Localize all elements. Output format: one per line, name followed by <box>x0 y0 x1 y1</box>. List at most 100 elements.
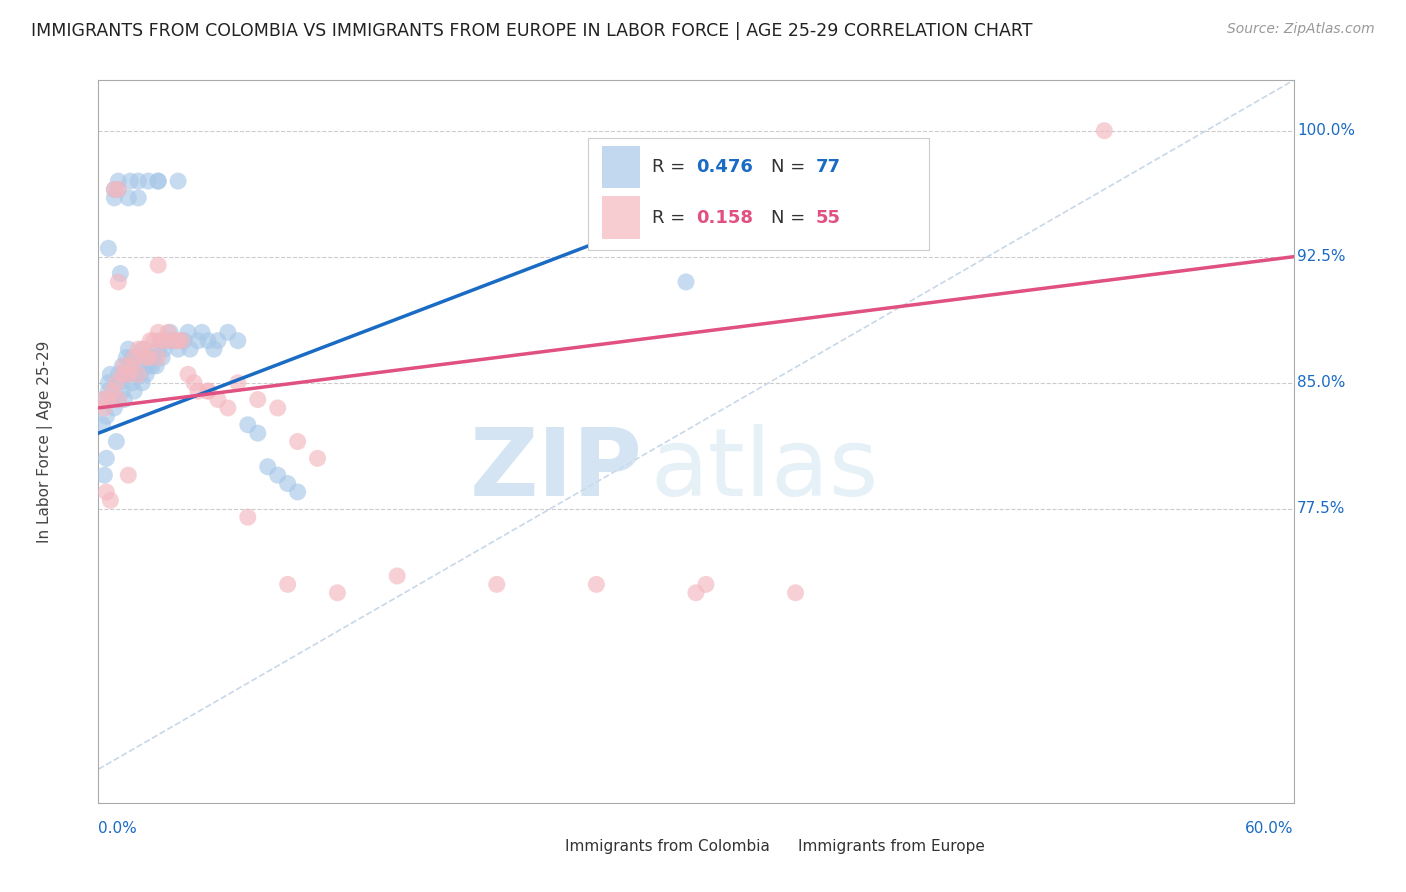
Point <box>148 174 170 188</box>
Point <box>107 392 129 407</box>
Text: R =: R = <box>652 209 690 227</box>
Point <box>149 334 172 348</box>
FancyBboxPatch shape <box>589 138 929 250</box>
Point <box>585 577 607 591</box>
Text: 0.476: 0.476 <box>696 158 752 176</box>
Text: atlas: atlas <box>651 425 879 516</box>
Point <box>96 485 118 500</box>
Point <box>256 459 278 474</box>
Point <box>191 326 214 340</box>
Point <box>91 417 114 432</box>
Text: 77.5%: 77.5% <box>1298 501 1346 516</box>
Point <box>277 476 299 491</box>
Point <box>167 174 190 188</box>
Point <box>107 182 129 196</box>
Point <box>226 376 249 390</box>
Point <box>167 334 190 348</box>
Point <box>124 384 146 398</box>
Point <box>163 334 186 348</box>
Point <box>172 334 194 348</box>
Point <box>135 351 157 365</box>
FancyBboxPatch shape <box>602 196 640 239</box>
Point <box>127 368 149 382</box>
Point <box>150 351 173 365</box>
Point <box>93 468 115 483</box>
Point <box>136 174 159 188</box>
Point <box>236 417 259 432</box>
Point <box>124 351 146 365</box>
Point <box>96 451 118 466</box>
Point <box>101 392 124 407</box>
Point <box>246 426 269 441</box>
Point <box>173 334 195 348</box>
Point <box>1092 124 1115 138</box>
Point <box>111 384 134 398</box>
Point <box>136 359 159 373</box>
Text: 55: 55 <box>815 209 841 227</box>
Point <box>117 191 139 205</box>
Text: 60.0%: 60.0% <box>1246 821 1294 836</box>
Text: R =: R = <box>652 158 690 176</box>
Point <box>148 174 170 188</box>
Point <box>93 392 115 407</box>
Point <box>107 368 129 382</box>
Point <box>197 384 219 398</box>
Point <box>148 258 170 272</box>
Point <box>246 392 269 407</box>
Point <box>385 569 409 583</box>
Point <box>120 359 142 373</box>
Point <box>145 359 167 373</box>
Text: N =: N = <box>772 158 811 176</box>
Point <box>121 376 143 390</box>
Point <box>287 485 309 500</box>
Point <box>207 392 229 407</box>
Text: Source: ZipAtlas.com: Source: ZipAtlas.com <box>1227 22 1375 37</box>
Text: 0.158: 0.158 <box>696 209 754 227</box>
Point <box>139 334 162 348</box>
Point <box>172 334 194 348</box>
Point <box>120 174 142 188</box>
Point <box>277 577 299 591</box>
Point <box>143 334 166 348</box>
Point <box>267 401 290 415</box>
Point <box>93 401 115 415</box>
Point <box>97 384 120 398</box>
Text: Immigrants from Europe: Immigrants from Europe <box>797 838 984 854</box>
Point <box>110 267 132 281</box>
Point <box>177 326 200 340</box>
Point <box>197 384 219 398</box>
Point <box>121 359 143 373</box>
Point <box>121 351 143 365</box>
Point <box>111 368 134 382</box>
Text: 77: 77 <box>815 158 841 176</box>
Point <box>155 334 177 348</box>
Point <box>117 368 139 382</box>
Point <box>157 326 180 340</box>
Point <box>98 368 122 382</box>
Point <box>127 191 149 205</box>
Point <box>131 351 153 365</box>
Point <box>129 368 152 382</box>
Point <box>125 368 148 382</box>
Point <box>148 342 170 356</box>
Point <box>127 174 149 188</box>
Text: ZIP: ZIP <box>470 425 643 516</box>
Point <box>226 334 249 348</box>
Point <box>127 359 149 373</box>
Point <box>157 334 180 348</box>
Text: In Labor Force | Age 25-29: In Labor Force | Age 25-29 <box>37 341 52 542</box>
Text: 100.0%: 100.0% <box>1298 123 1355 138</box>
Point <box>131 376 153 390</box>
Point <box>107 174 129 188</box>
Point <box>110 376 132 390</box>
Point <box>148 351 170 365</box>
Point <box>148 326 170 340</box>
Text: N =: N = <box>772 209 811 227</box>
Point <box>105 376 128 390</box>
Point <box>183 376 205 390</box>
Point <box>163 334 186 348</box>
Point <box>143 351 166 365</box>
Text: IMMIGRANTS FROM COLOMBIA VS IMMIGRANTS FROM EUROPE IN LABOR FORCE | AGE 25-29 CO: IMMIGRANTS FROM COLOMBIA VS IMMIGRANTS F… <box>31 22 1032 40</box>
Point <box>139 351 162 365</box>
Point <box>307 451 329 466</box>
